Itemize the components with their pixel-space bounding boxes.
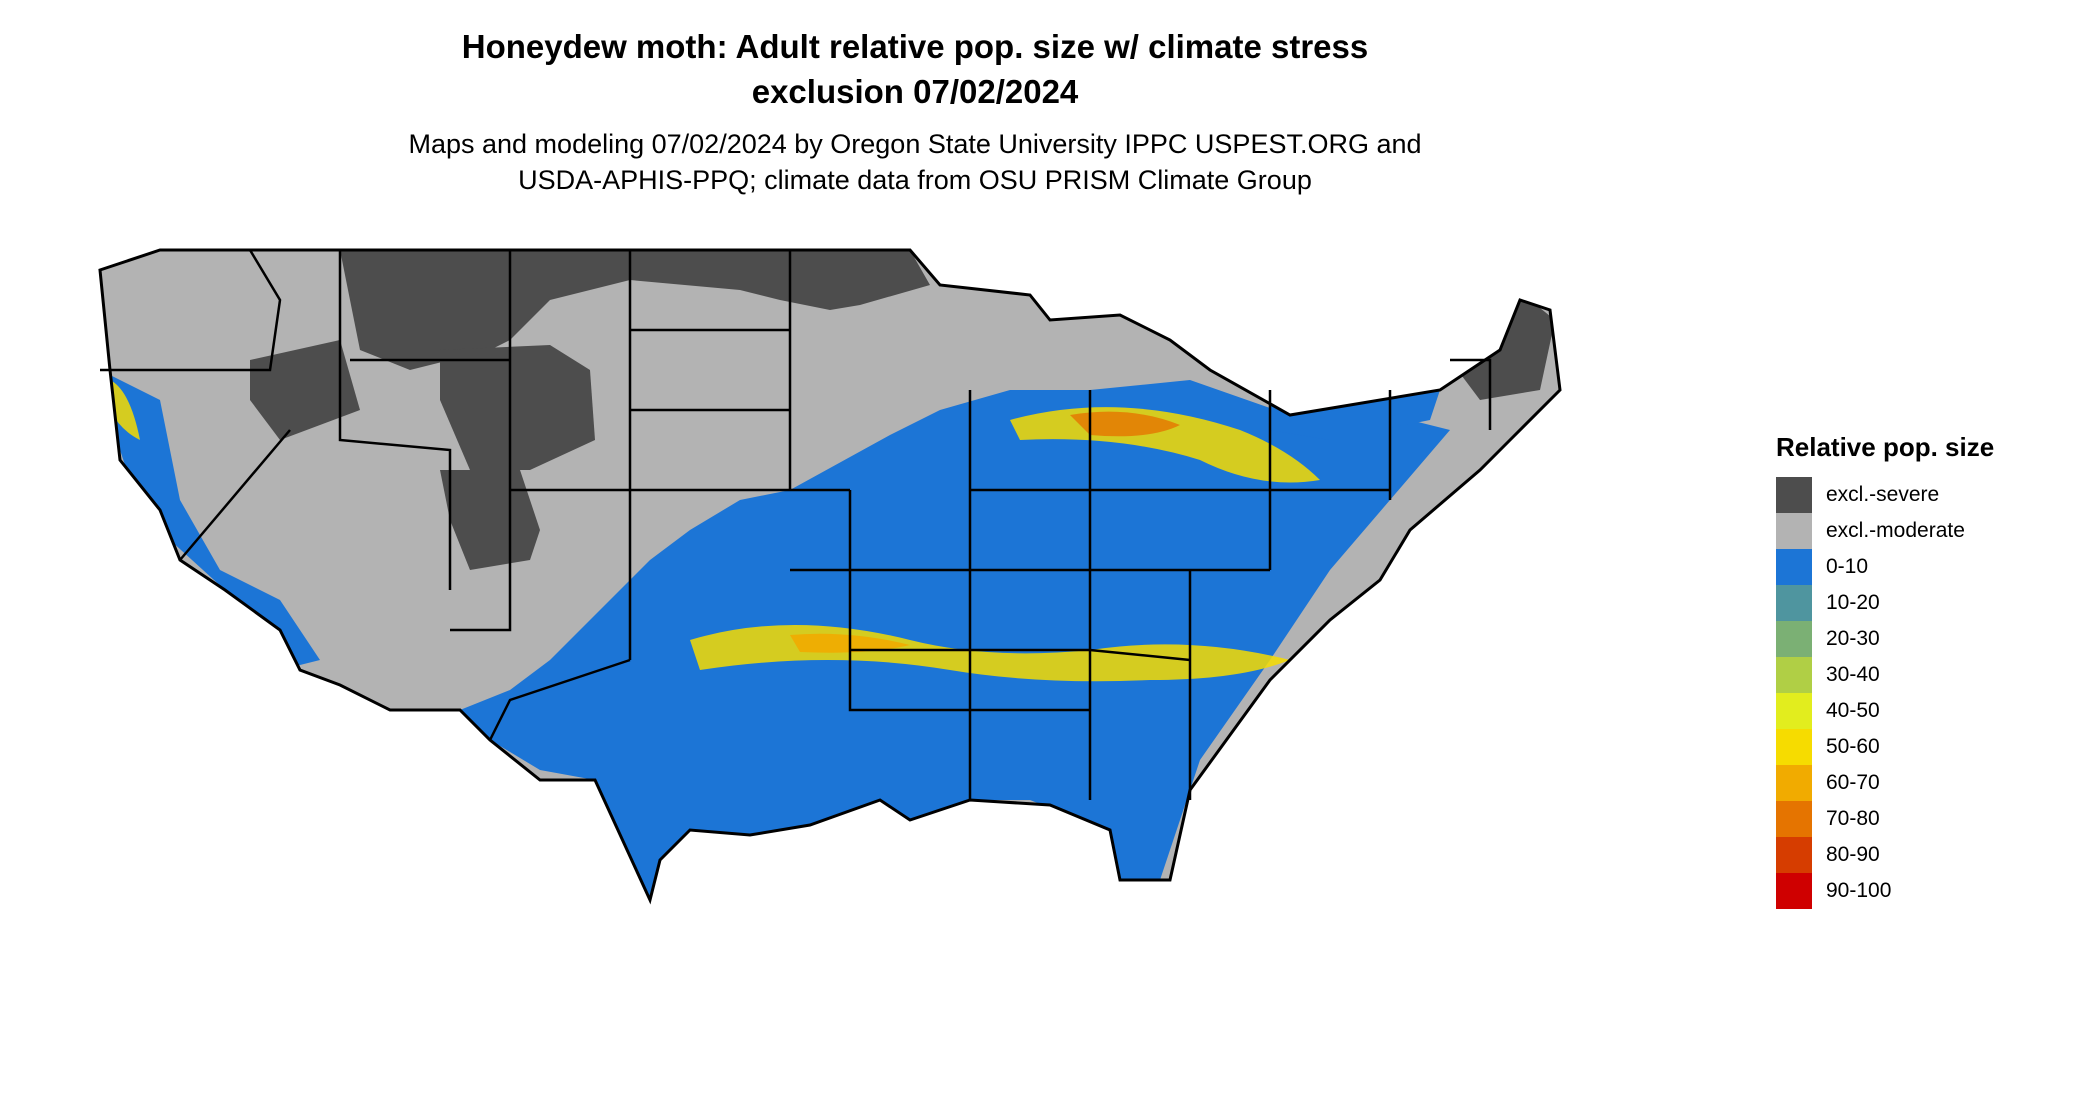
legend-swatch [1776,585,1812,621]
zone-excl-severe [250,340,360,440]
us-outline [98,248,1562,905]
map-title-line-1: Honeydew moth: Adult relative pop. size … [461,28,1369,65]
zone-0-10-southeast [460,380,1450,900]
legend-item: excl.-moderate [1776,513,2076,549]
legend-item: excl.-severe [1776,477,2076,513]
legend-swatch [1776,693,1812,729]
zone-excl-severe [340,250,930,370]
legend-swatch [1776,549,1812,585]
legend-label: 80-90 [1826,843,1880,866]
map-title-line-2: exclusion 07/02/2024 [751,73,1079,110]
state-boundaries [100,249,1492,800]
legend-item: 20-30 [1776,621,2076,657]
legend-swatch [1776,477,1812,513]
legend-item: 40-50 [1776,693,2076,729]
legend-item: 10-20 [1776,585,2076,621]
legend-label: excl.-moderate [1826,519,1965,542]
legend-swatch [1776,765,1812,801]
zone-excl-severe [440,345,595,470]
us-pest-map [98,248,1562,905]
legend-swatch [1776,513,1812,549]
legend-item: 70-80 [1776,801,2076,837]
legend-item: 60-70 [1776,765,2076,801]
zone-50-60-coastal [110,380,140,440]
zone-excl-severe [1420,300,1555,400]
zone-excl-severe [440,470,540,570]
legend-label: 90-100 [1826,879,1892,902]
legend-label: 10-20 [1826,591,1880,614]
legend-title: Relative pop. size [1776,432,1995,462]
legend-swatch [1776,729,1812,765]
legend-item: 0-10 [1776,549,2076,585]
legend-swatch [1776,873,1812,909]
zone-70-80-band [1070,411,1180,437]
map-subtitle-line-2: USDA-APHIS-PPQ; climate data from OSU PR… [518,165,1312,195]
legend-label: 30-40 [1826,663,1880,686]
map-fill-layer [100,250,1560,900]
legend-label: 50-60 [1826,735,1880,758]
zone-0-10-west-coast [100,370,320,670]
legend-item: 90-100 [1776,873,2076,909]
legend-label: excl.-severe [1826,483,1940,506]
legend-swatch [1776,801,1812,837]
legend-swatch [1776,657,1812,693]
map-subtitle-line-1: Maps and modeling 07/02/2024 by Oregon S… [408,129,1422,159]
legend-swatch [1776,837,1812,873]
legend-label: 0-10 [1826,555,1869,578]
legend-items: excl.-severe excl.-moderate 0-10 10-20 20-30… [1776,477,2076,909]
legend-swatch [1776,621,1812,657]
legend-label: 20-30 [1826,627,1880,650]
legend: Relative pop. size excl.-severe excl.-mod… [1776,432,2076,909]
legend-label: 60-70 [1826,771,1880,794]
legend-item: 50-60 [1776,729,2076,765]
legend-label: 70-80 [1826,807,1880,830]
legend-item: 80-90 [1776,837,2076,873]
legend-item: 30-40 [1776,657,2076,693]
legend-label: 40-50 [1826,699,1880,722]
